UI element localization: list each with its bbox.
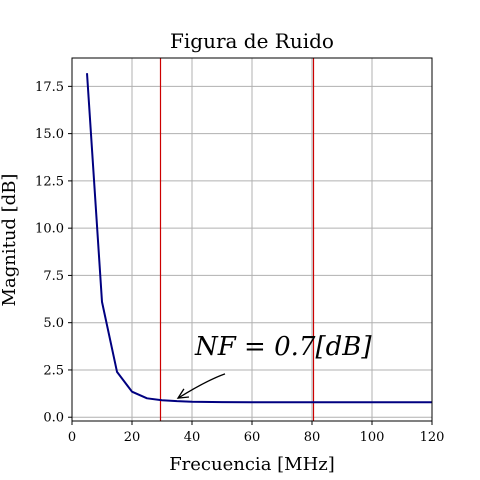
annotation-arrowhead xyxy=(176,388,190,399)
chart-title: Figura de Ruido xyxy=(170,29,334,53)
annotation-label: NF = 0.7[dB] xyxy=(194,332,372,362)
series-line xyxy=(86,73,432,404)
x-tick-label: 40 xyxy=(184,430,201,445)
y-tick-label: 15.0 xyxy=(35,127,64,142)
series-group xyxy=(86,73,432,404)
annotation-group: NF = 0.7[dB] xyxy=(176,332,372,399)
x-tick-label: 80 xyxy=(304,430,321,445)
y-tick-label: 17.5 xyxy=(35,80,64,95)
y-axis-label: Magnitud [dB] xyxy=(0,174,20,307)
x-axis-label: Frecuencia [MHz] xyxy=(169,454,335,475)
vertical-lines xyxy=(159,58,315,421)
x-tick-label: 120 xyxy=(420,430,445,445)
y-tick-label: 12.5 xyxy=(35,174,64,189)
x-tick-label: 0 xyxy=(68,430,76,445)
x-tick-label: 100 xyxy=(360,430,385,445)
y-tick-label: 5.0 xyxy=(43,316,64,331)
x-tick-label: 20 xyxy=(124,430,141,445)
annotation-arrow xyxy=(177,373,226,399)
y-tick-label: 7.5 xyxy=(43,269,64,284)
y-tick-label: 10.0 xyxy=(35,222,64,237)
y-axis-ticks: 0.0 2.5 5.0 7.5 10.0 12.5 15.0 17.5 xyxy=(35,80,72,426)
x-tick-label: 60 xyxy=(244,430,261,445)
y-tick-label: 2.5 xyxy=(43,363,64,378)
y-tick-label: 0.0 xyxy=(43,411,64,426)
x-axis-ticks: 0 20 40 60 80 100 120 xyxy=(68,421,445,445)
